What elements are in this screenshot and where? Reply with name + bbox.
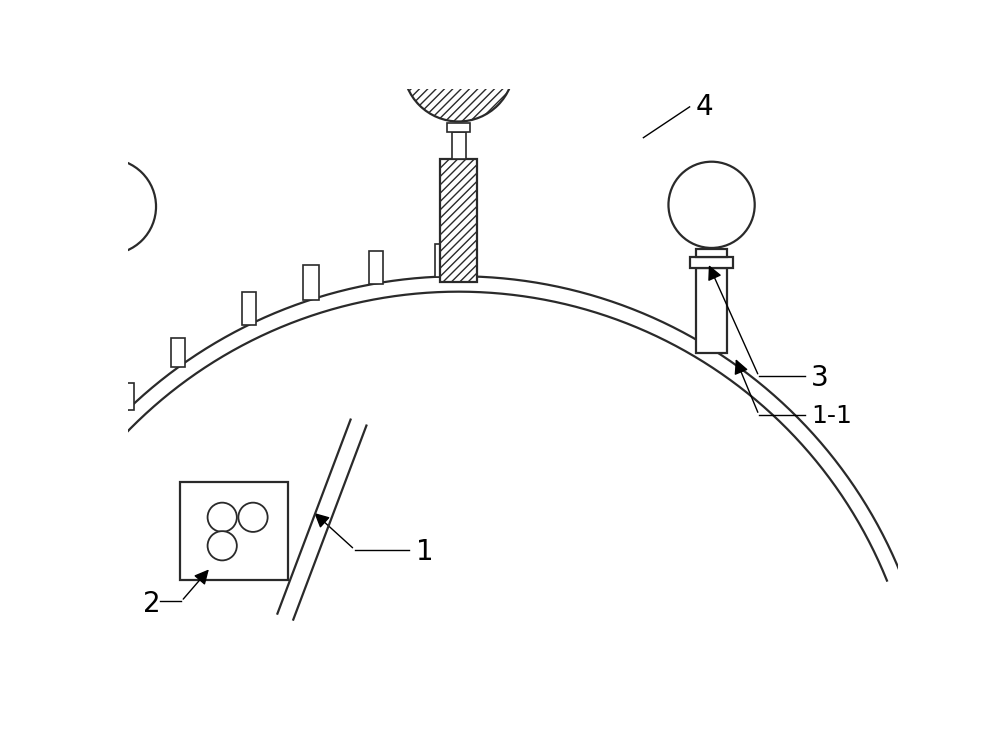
Circle shape	[208, 531, 237, 560]
Text: 3: 3	[811, 364, 829, 392]
Bar	[303, 265, 319, 299]
Bar	[120, 383, 134, 410]
Bar	[696, 268, 727, 353]
Circle shape	[668, 162, 755, 248]
Bar	[73, 256, 113, 265]
Bar	[73, 277, 113, 455]
Text: 1-1: 1-1	[811, 404, 852, 429]
Bar	[67, 265, 119, 277]
Circle shape	[238, 503, 268, 532]
Circle shape	[61, 159, 156, 254]
Circle shape	[403, 10, 514, 122]
Bar	[696, 250, 727, 257]
Bar	[452, 132, 466, 159]
Bar	[171, 338, 185, 368]
Text: 2: 2	[143, 589, 161, 617]
Bar	[690, 257, 733, 268]
Bar	[435, 244, 449, 276]
Bar	[440, 159, 477, 282]
Circle shape	[208, 503, 237, 532]
Text: 1: 1	[416, 538, 434, 566]
Bar	[369, 251, 383, 284]
Text: 4: 4	[696, 93, 713, 121]
Bar	[447, 123, 470, 132]
Circle shape	[30, 159, 125, 254]
Bar	[180, 482, 288, 580]
Bar	[242, 292, 256, 325]
